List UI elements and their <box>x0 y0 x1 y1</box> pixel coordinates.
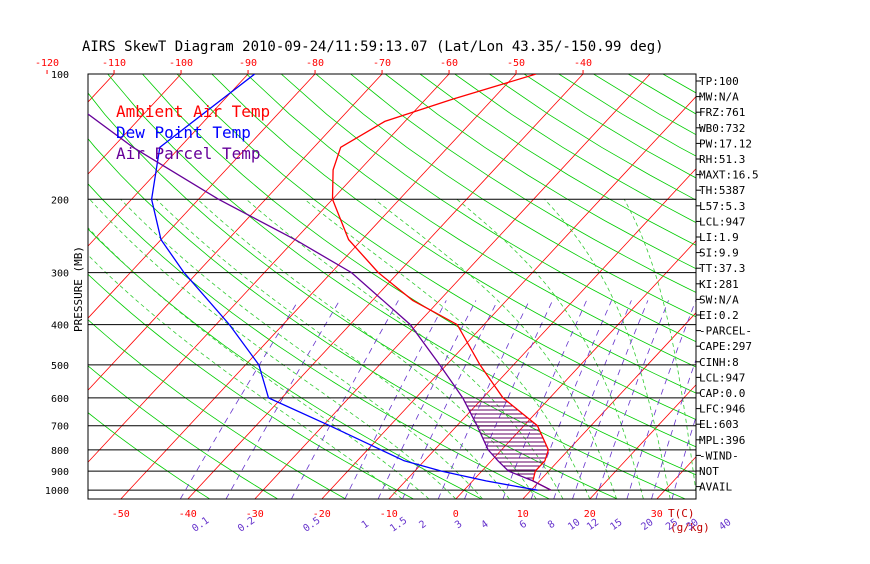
dry-adiabat-line <box>524 74 870 499</box>
mixing-ratio-tick-label: 2 <box>417 519 428 531</box>
index-label: RH:51.3 <box>699 153 745 166</box>
dry-adiabat-line <box>663 74 870 499</box>
series-line <box>34 74 552 490</box>
mixing-ratio-tick-label: 10 <box>566 517 582 533</box>
dry-adiabat-line <box>316 74 870 499</box>
moist-adiabat-line <box>62 199 429 499</box>
index-label: -WIND- <box>699 449 739 462</box>
index-label: TP:100 <box>699 75 739 88</box>
legend-entry: Air Parcel Temp <box>116 144 261 163</box>
isotherm-line <box>54 74 449 499</box>
index-label: EL:603 <box>699 418 739 431</box>
index-label: LI:1.9 <box>699 231 739 244</box>
index-label: MAXT:16.5 <box>699 169 759 182</box>
top-temp-tick-label: -70 <box>373 58 391 69</box>
top-temp-tick-label: -80 <box>306 58 324 69</box>
legend-entry: Dew Point Temp <box>116 123 251 142</box>
moist-adiabat-line <box>37 199 402 499</box>
dry-adiabat-line <box>4 74 550 499</box>
moist-adiabat-line <box>545 199 671 499</box>
top-temp-tick-label: -100 <box>169 58 193 69</box>
isotherm-line <box>255 74 650 499</box>
bottom-temp-tick-label: -10 <box>380 509 398 520</box>
index-label: WB0:732 <box>699 122 745 135</box>
chart-title: AIRS SkewT Diagram 2010-09-24/11:59:13.0… <box>82 39 664 55</box>
y-axis-label: PRESSURE (MB) <box>72 246 85 332</box>
mixing-ratio-tick-label: 40 <box>717 517 733 533</box>
mixing-ratio-tick-label: 4 <box>479 519 490 531</box>
index-label: PW:17.12 <box>699 137 752 150</box>
mixing-ratio-line <box>531 300 612 499</box>
dry-adiabat-line <box>732 74 870 499</box>
dry-adiabat-line <box>281 74 870 499</box>
pressure-tick-label: 1000 <box>45 486 69 497</box>
moist-adiabat-line <box>624 199 697 499</box>
index-label: L57:5.3 <box>699 200 745 213</box>
pressure-tick-label: 800 <box>51 446 69 457</box>
index-label: EI:0.2 <box>699 309 739 322</box>
bottom-temp-tick-label: -40 <box>179 509 197 520</box>
mixing-ratio-tick-label: 15 <box>608 517 624 533</box>
mixing-ratio-line <box>596 300 669 499</box>
legend-entry: Ambient Air Temp <box>116 102 270 121</box>
bottom-temp-tick-label: 0 <box>453 509 459 520</box>
index-label: AVAIL <box>699 481 732 494</box>
mixing-ratio-line <box>627 300 696 499</box>
index-label: SW:N/A <box>699 293 739 306</box>
pressure-tick-label: 500 <box>51 361 69 372</box>
pressure-tick-label: 100 <box>51 70 69 81</box>
mixing-ratio-tick-label: 6 <box>518 519 529 531</box>
index-label: SI:9.9 <box>699 247 739 260</box>
bottom-temp-tick-label: 10 <box>517 509 529 520</box>
moist-adiabat-line <box>90 199 456 499</box>
top-temp-tick-label: -110 <box>102 58 126 69</box>
index-label: KI:281 <box>699 278 739 291</box>
top-temp-tick-label: -90 <box>239 58 257 69</box>
isotherm-line <box>657 74 870 499</box>
pressure-tick-label: 200 <box>51 195 69 206</box>
top-temp-tick-label: -40 <box>574 58 592 69</box>
top-temp-tick-label: -120 <box>35 58 59 69</box>
mixing-ratio-line <box>378 300 476 499</box>
dry-adiabat-line <box>247 74 870 499</box>
moist-adiabat-line <box>457 199 644 499</box>
index-label: CAP:0.0 <box>699 387 745 400</box>
index-label: TH:5387 <box>699 184 745 197</box>
dry-adiabat-line <box>767 74 870 499</box>
pressure-tick-label: 300 <box>51 269 69 280</box>
index-label: TT:37.3 <box>699 262 745 275</box>
isotherm-line <box>0 74 47 499</box>
index-label: -PARCEL- <box>699 325 752 338</box>
index-label: NOT <box>699 465 719 478</box>
index-label: FRZ:761 <box>699 106 745 119</box>
mixing-ratio-line <box>573 300 648 499</box>
pressure-tick-label: 900 <box>51 467 69 478</box>
dry-adiabat-line <box>802 74 870 499</box>
index-label: LFC:946 <box>699 403 745 416</box>
top-temp-tick-label: -60 <box>440 58 458 69</box>
isotherm-line <box>791 74 870 499</box>
dry-adiabat-line <box>385 74 870 499</box>
mixing-ratio-tick-label: 3 <box>453 519 464 531</box>
pressure-tick-label: 600 <box>51 394 69 405</box>
pressure-tick-label: 400 <box>51 321 69 332</box>
isotherm-line <box>0 74 114 499</box>
pressure-tick-label: 700 <box>51 422 69 433</box>
top-temp-tick-label: -50 <box>507 58 525 69</box>
index-label: LCL:947 <box>699 215 745 228</box>
index-label: MW:N/A <box>699 91 739 104</box>
bottom-temp-tick-label: -50 <box>112 509 130 520</box>
moist-adiabat-line <box>198 199 537 499</box>
index-label: MPL:396 <box>699 434 745 447</box>
bottom-temp-tick-label: 30 <box>651 509 663 520</box>
index-label: CAPE:297 <box>699 340 752 353</box>
isotherm-line <box>858 74 870 499</box>
dry-adiabat-line <box>351 74 870 499</box>
mixing-ratio-tick-label: 1 <box>360 519 371 531</box>
index-label: CINH:8 <box>699 356 739 369</box>
index-label: LCL:947 <box>699 371 745 384</box>
mixing-ratio-tick-label: 8 <box>546 519 557 531</box>
